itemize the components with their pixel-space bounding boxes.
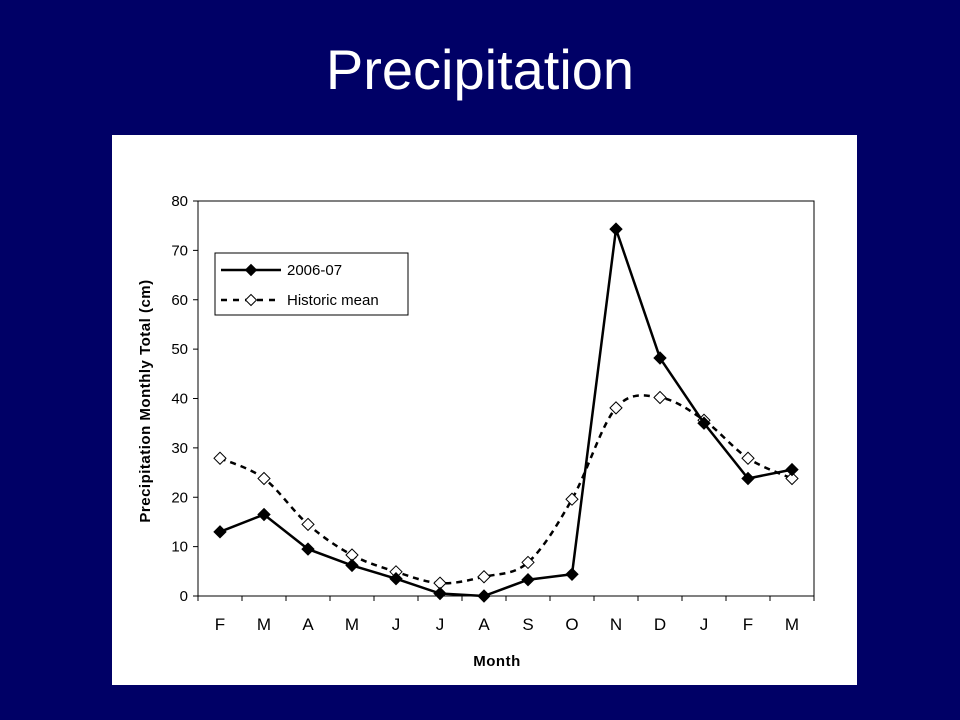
- legend-swatch-marker: [244, 263, 258, 277]
- x-tick-label: F: [743, 615, 753, 634]
- x-tick-label: A: [302, 615, 314, 634]
- data-point-marker: [477, 570, 491, 584]
- x-tick-label: J: [436, 615, 445, 634]
- x-tick-label: A: [478, 615, 490, 634]
- x-tick-label: J: [392, 615, 401, 634]
- data-point-marker: [653, 390, 667, 405]
- data-point-marker: [653, 351, 667, 365]
- x-tick-label: M: [785, 615, 799, 634]
- data-point-marker: [521, 555, 535, 570]
- data-point-marker: [565, 492, 579, 506]
- y-tick-label: 60: [171, 292, 188, 309]
- data-point-marker: [301, 542, 315, 556]
- legend-label: Historic mean: [287, 292, 379, 309]
- chart-panel: 0 10 20 30 40 50 60 70 80 F M A M J J A S O N D J F M 2006-07 H…: [112, 135, 857, 685]
- y-tick-label: 40: [171, 391, 188, 408]
- x-tick-label: D: [654, 615, 666, 634]
- slide-title: Precipitation: [325, 38, 635, 101]
- data-point-marker: [609, 222, 623, 236]
- x-axis-title: Month: [473, 653, 520, 670]
- y-tick-label: 20: [171, 489, 188, 506]
- data-point-marker: [433, 586, 447, 601]
- data-point-marker: [213, 451, 227, 465]
- series-line: [219, 228, 793, 598]
- data-point-marker: [213, 525, 227, 539]
- data-point-marker: [257, 507, 271, 522]
- x-tick-label: M: [257, 615, 271, 634]
- data-point-marker: [565, 567, 579, 581]
- data-point-marker: [785, 471, 799, 486]
- series-historic-mean: [213, 390, 799, 590]
- y-tick-label: 80: [171, 193, 188, 210]
- legend-box: [214, 252, 409, 316]
- data-point-marker: [785, 462, 799, 477]
- data-point-marker: [697, 416, 711, 430]
- y-tick-label: 70: [171, 242, 188, 259]
- data-point-marker: [301, 517, 315, 532]
- x-tick-label: N: [610, 615, 622, 634]
- x-tick-label: S: [522, 615, 533, 634]
- x-tick-label: F: [215, 615, 225, 634]
- x-tick-label: O: [565, 615, 578, 634]
- legend-swatch-marker: [244, 293, 258, 307]
- data-point-marker: [741, 471, 755, 486]
- data-point-marker: [345, 558, 359, 573]
- series-2006-07: [213, 222, 799, 603]
- x-tick-label: M: [345, 615, 359, 634]
- y-tick-label: 10: [171, 539, 188, 556]
- y-tick-label: 0: [180, 588, 188, 605]
- x-tick-label: J: [700, 615, 709, 634]
- data-point-marker: [609, 401, 623, 415]
- legend: 2006-07 Historic mean: [214, 252, 409, 316]
- y-axis-title: Precipitation Monthly Total (cm): [137, 279, 154, 522]
- data-point-marker: [389, 572, 403, 586]
- series-layer: [213, 222, 799, 603]
- data-point-marker: [741, 451, 755, 465]
- y-tick-label: 50: [171, 341, 188, 358]
- y-tick-label: 30: [171, 440, 188, 457]
- precipitation-chart: 0 10 20 30 40 50 60 70 80 F M A M J J A S O N D J F M 2006-07 H…: [137, 193, 815, 670]
- axes: 0 10 20 30 40 50 60 70 80 F M A M J J A S O N D J F M: [171, 193, 815, 634]
- data-point-marker: [477, 589, 491, 603]
- legend-label: 2006-07: [287, 262, 342, 279]
- data-point-marker: [257, 471, 271, 486]
- data-point-marker: [521, 572, 535, 587]
